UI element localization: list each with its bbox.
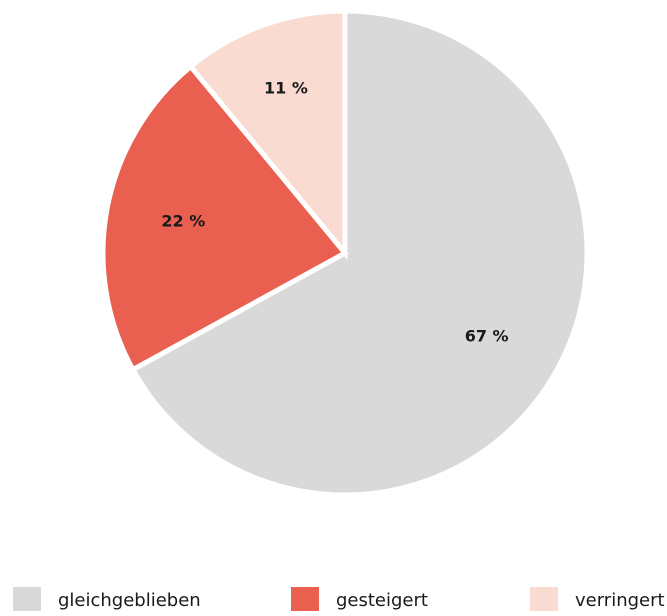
value-label: 22 % bbox=[161, 212, 205, 231]
legend-swatch bbox=[13, 587, 41, 611]
legend-label: gesteigert bbox=[336, 590, 428, 611]
legend-label: gleichgeblieben bbox=[58, 590, 201, 611]
pie-slice bbox=[187, 8, 348, 260]
pie-slice bbox=[129, 8, 590, 498]
value-label: 11 % bbox=[264, 79, 308, 98]
legend-label: verringert bbox=[575, 590, 665, 611]
pie-slice bbox=[100, 63, 349, 373]
legend-swatch bbox=[530, 587, 558, 611]
legend-swatch bbox=[291, 587, 319, 611]
value-label: 67 % bbox=[465, 326, 509, 345]
